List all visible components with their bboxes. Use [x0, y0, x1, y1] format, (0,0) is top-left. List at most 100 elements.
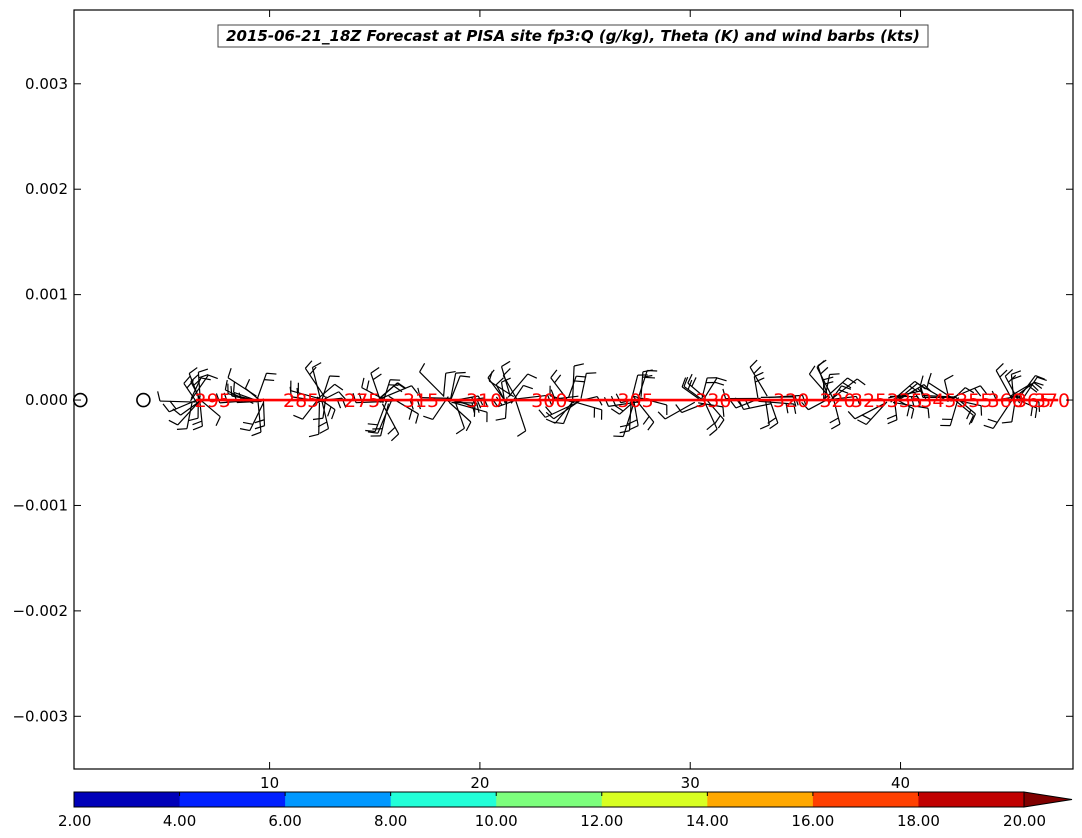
x-tick-label: 40 [891, 774, 910, 792]
wind-barb-flag [176, 428, 187, 430]
wind-barb-flag [390, 433, 400, 442]
theta-label: 315 [403, 390, 439, 412]
wind-barb-flag [527, 373, 538, 379]
wind-barb-flag [926, 379, 930, 390]
wind-barb-shaft [197, 372, 201, 398]
wind-barb-shaft [630, 374, 639, 403]
wind-barb-flag [987, 418, 998, 423]
y-tick-label: −0.001 [12, 496, 68, 514]
wind-barb-cluster [352, 367, 421, 442]
wind-barb-flag [329, 375, 340, 378]
wind-barb-shaft [758, 400, 794, 405]
colorbar-segment [918, 792, 1025, 807]
wind-barb-flag [573, 363, 584, 367]
wind-barb-flag [576, 375, 587, 378]
wind-barb-shaft [572, 365, 575, 400]
wind-barb-flag [365, 429, 376, 433]
wind-barb-shaft [816, 367, 834, 399]
wind-barb-flag [1004, 368, 1014, 377]
wind-barb-flag [308, 433, 319, 438]
wind-barb-flag [397, 382, 407, 389]
wind-barb-flag [312, 417, 324, 421]
wind-barb-shaft [892, 401, 929, 409]
wind-barb-flag [647, 369, 658, 372]
wind-barb-flag [233, 382, 235, 393]
x-tick-label: 30 [681, 774, 700, 792]
wind-barb-flag [970, 413, 977, 424]
colorbar-tick-label: 18.00 [897, 812, 940, 830]
wind-barb-flag [215, 416, 221, 427]
colorbar-tick-label: 2.00 [58, 812, 91, 830]
theta-label: 370 [1034, 390, 1070, 412]
wind-barb-flag [455, 427, 465, 435]
wind-barb-shaft [320, 398, 330, 429]
wind-barb-shaft [628, 403, 632, 431]
wind-barb-flag [251, 431, 262, 437]
wind-barb-flag [224, 379, 228, 390]
wind-barb-flag [675, 404, 683, 413]
theta-label: 325 [851, 390, 887, 412]
wind-barb-flag [501, 360, 511, 368]
wind-barb-flag [192, 425, 203, 431]
wind-barb-shaft [753, 376, 760, 402]
wind-barb-flag [759, 424, 770, 430]
wind-barb-flag [830, 423, 841, 430]
wind-barb-flag [1011, 375, 1022, 380]
wind-barb-flag [266, 372, 277, 375]
wind-barb-shaft [687, 382, 707, 399]
wind-barb-flag [974, 387, 982, 397]
wind-barb-flag [820, 366, 829, 375]
wind-barb-flag [517, 430, 527, 437]
wind-barb-flag [331, 409, 336, 420]
colorbar-frame [73, 791, 1025, 808]
wind-barb-flag [983, 424, 994, 430]
wind-barb-shaft [515, 394, 548, 400]
colorbar-extend-arrow [1023, 791, 1073, 808]
wind-barb-shaft [449, 373, 457, 401]
wind-barb-flag [423, 415, 433, 420]
wind-barb-flag [753, 366, 762, 375]
wind-barb-flag [857, 419, 867, 426]
wind-barb-flag [706, 422, 715, 431]
wind-barb-flag [919, 375, 924, 386]
wind-barb-shaft [380, 403, 390, 437]
wind-barb-shaft [448, 401, 472, 423]
wind-barb-flag [586, 372, 597, 374]
wind-barb-flag [188, 367, 198, 374]
y-tick-label: 0.001 [25, 286, 68, 304]
wind-barb-flag [769, 422, 779, 430]
wind-barb-flag [657, 411, 666, 420]
wind-barb-shaft [452, 401, 488, 413]
wind-barb-shaft [515, 401, 527, 432]
wind-barb-flag [538, 409, 546, 418]
wind-barb-shaft [249, 402, 265, 431]
wind-barb-flag [691, 377, 697, 387]
wind-barb-shaft [992, 400, 1013, 429]
wind-barb-flag [172, 408, 181, 416]
wind-barb-shaft [580, 373, 587, 399]
wind-barb-flag [801, 401, 809, 411]
wind-barb-flag [366, 380, 370, 391]
colorbar-tick-label: 4.00 [163, 812, 196, 830]
y-tick-label: 0.003 [25, 75, 68, 93]
theta-label: 320 [773, 390, 809, 412]
wind-barb-flag [808, 365, 816, 375]
wind-barb-shaft [381, 403, 400, 435]
wind-barb-shaft [370, 372, 382, 403]
wind-barb-flag [847, 411, 856, 420]
wind-barb-flag [419, 363, 426, 373]
theta-label: 320 [819, 390, 855, 412]
chart-title: 2015-06-21_18Z Forecast at PISA site fp3… [217, 24, 929, 48]
wind-barb-shaft [1011, 399, 1016, 422]
wind-barb-flag [754, 377, 765, 383]
wind-barb-shaft [453, 399, 466, 429]
theta-label: 305 [617, 390, 653, 412]
colorbar-segment [601, 792, 708, 807]
wind-barb-shaft [199, 402, 203, 427]
calm-wind-marker [136, 392, 151, 408]
wind-barb-flag [192, 420, 203, 426]
wind-barb-flag [738, 400, 745, 410]
wind-barb-flag [471, 402, 475, 413]
colorbar-segment [707, 792, 814, 807]
x-tick-label: 10 [260, 774, 279, 792]
